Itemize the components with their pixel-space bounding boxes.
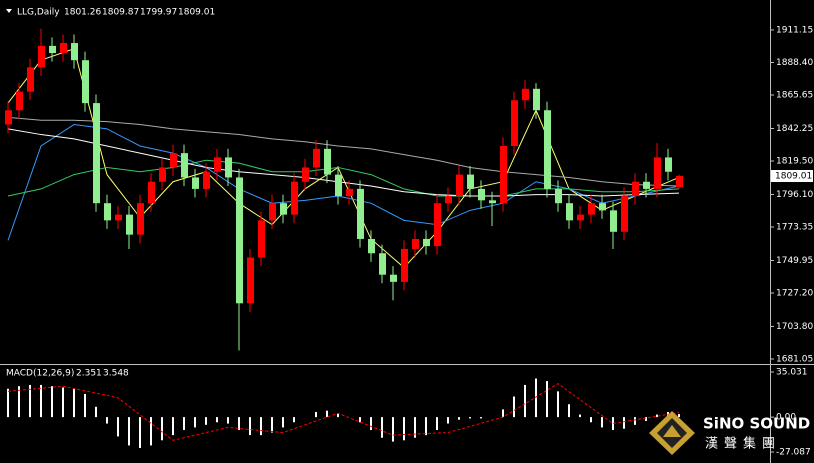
candle-body	[159, 167, 166, 182]
candle-body	[148, 181, 155, 204]
macd-value: 2.351	[76, 369, 102, 379]
candle-body	[566, 203, 573, 221]
candle-body	[610, 210, 617, 232]
candle-body	[170, 153, 177, 168]
brand-chinese: 漢聲集團	[705, 436, 781, 452]
candle-body	[599, 203, 606, 211]
candle-body	[588, 203, 595, 215]
candle-body	[115, 214, 122, 221]
candle-body	[225, 157, 232, 178]
candle-body	[555, 188, 562, 204]
candle-body	[335, 174, 342, 197]
y-tick-label: 1865.65	[776, 91, 813, 101]
candle-body	[401, 248, 408, 282]
candle-body	[269, 203, 276, 221]
candle-body	[313, 148, 320, 168]
candle-body	[379, 253, 386, 275]
candle-body	[71, 43, 78, 61]
candle-body	[533, 88, 540, 111]
candle-body	[412, 238, 419, 249]
candle-body	[467, 174, 474, 189]
y-tick-label: 1727.20	[776, 289, 813, 299]
ohlc-close: 1809.01	[178, 8, 215, 18]
candle-body	[16, 91, 23, 111]
candle-body	[214, 157, 221, 172]
candle-body	[511, 100, 518, 146]
candle-body	[522, 88, 529, 101]
candle-body	[489, 200, 496, 204]
watermark: SiNO SOUND 漢聲集團	[649, 411, 810, 455]
y-tick-label: 1773.35	[776, 223, 813, 233]
menu-arrow	[6, 9, 12, 13]
moving-average	[7, 116, 680, 187]
ohlc-open: 1801.26	[64, 8, 101, 18]
y-tick-label: 1703.80	[776, 322, 813, 332]
macd-title: MACD(12,26,9)	[6, 369, 74, 379]
candle-body	[126, 214, 133, 235]
candle-body	[258, 220, 265, 258]
logo-mark	[663, 425, 681, 437]
candle-body	[621, 196, 628, 232]
y-tick-label: 1819.50	[776, 157, 813, 167]
candle-body	[390, 274, 397, 282]
candle-body	[665, 157, 672, 172]
candle-body	[632, 181, 639, 197]
candle-body	[60, 43, 67, 54]
candle-body	[456, 174, 463, 197]
candle-body	[82, 60, 89, 104]
symbol-label: LLG,Daily	[17, 8, 60, 18]
candle-body	[478, 188, 485, 201]
candle-body	[27, 67, 34, 92]
candle-body	[654, 157, 661, 189]
macd-signal-value: 3.548	[103, 369, 129, 379]
ohlc-high: 1809.87	[102, 8, 139, 18]
y-tick-label: 0.00	[776, 413, 796, 423]
candle-body	[192, 177, 199, 189]
y-tick-label: 1888.40	[776, 58, 813, 68]
y-tick-label: 1796.10	[776, 190, 813, 200]
candle-body	[38, 45, 45, 68]
candle-body	[137, 203, 144, 235]
y-tick-label: 1681.05	[776, 354, 813, 364]
candle-body	[324, 148, 331, 175]
candle-body	[500, 145, 507, 204]
y-tick-label: 1911.15	[776, 25, 813, 35]
candle-body	[302, 167, 309, 182]
candle-body	[434, 203, 441, 247]
candle-body	[368, 238, 375, 254]
y-tick-label: 1749.95	[776, 256, 813, 266]
current-price-box	[771, 170, 813, 183]
y-tick-label: 35.031	[776, 368, 808, 378]
candle-body	[346, 188, 353, 197]
candle-body	[445, 196, 452, 204]
candle-body	[577, 214, 584, 221]
candle-body	[676, 176, 683, 188]
candle-body	[291, 181, 298, 215]
candle-body	[181, 153, 188, 178]
candle-body	[5, 110, 12, 125]
brand-text: SiNO SOUND	[703, 415, 810, 433]
candle-body	[236, 177, 243, 304]
candle-body	[247, 257, 254, 304]
candle-body	[643, 181, 650, 189]
signal-line	[7, 383, 680, 441]
candle-body	[93, 103, 100, 204]
current-price-label: 1809.01	[775, 172, 812, 182]
candle-body	[203, 171, 210, 189]
candle-body	[357, 188, 364, 239]
y-tick-label: -27.087	[776, 447, 811, 457]
candle-body	[104, 203, 111, 221]
ohlc-low: 1799.97	[140, 8, 177, 18]
y-tick-label: 1842.25	[776, 124, 813, 134]
candle-body	[280, 203, 287, 215]
candle-body	[49, 45, 56, 54]
candle-body	[544, 110, 551, 189]
candle-body	[423, 238, 430, 247]
